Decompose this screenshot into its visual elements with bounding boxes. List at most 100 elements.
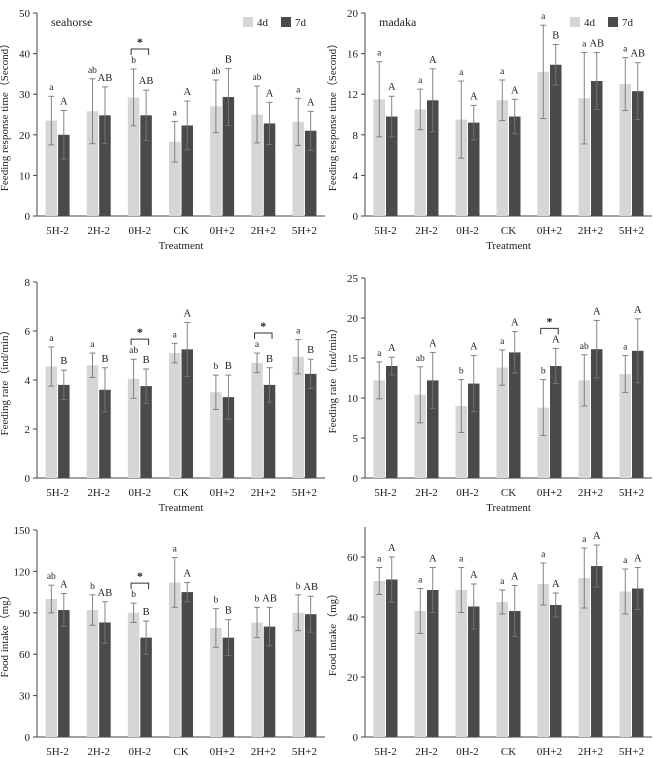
bar-7d-0H+2 — [550, 605, 562, 737]
bar-4d-2H-2 — [86, 111, 99, 216]
legend-swatch-7d — [281, 17, 291, 27]
significance-letter: a — [500, 67, 505, 77]
x-tick-label: 0H+2 — [537, 225, 562, 237]
significance-letter: ab — [580, 342, 589, 352]
bar-4d-2H+2 — [578, 380, 590, 478]
y-tick-label: 90 — [19, 608, 31, 620]
bar-7d-5H-2 — [58, 610, 70, 737]
bar-7d-5H-2 — [386, 366, 398, 478]
bar-4d-0H-2 — [455, 406, 467, 478]
y-tick-label: 4 — [353, 170, 359, 182]
significance-star: * — [547, 314, 553, 328]
bar-7d-0H-2 — [140, 386, 152, 478]
chart-panel-1: 0 10 20 30 40 50 Feeding response time（Second）… — [0, 8, 325, 252]
x-tick-label: 0H+2 — [210, 225, 235, 237]
bar-7d-0H-2 — [140, 637, 152, 737]
bar-4d-5H+2 — [292, 612, 304, 737]
y-tick-label: 2 — [25, 424, 31, 436]
significance-letter: a — [623, 343, 628, 353]
significance-letter: AB — [139, 76, 154, 87]
significance-letter: a — [500, 337, 505, 347]
x-tick-label: 0H+2 — [537, 746, 562, 758]
significance-letter: a — [582, 40, 587, 50]
x-tick-label: 2H-2 — [87, 225, 110, 237]
significance-letter: A — [183, 87, 191, 98]
chart-title: seahorse — [51, 15, 92, 29]
bar-7d-0H+2 — [550, 366, 562, 478]
y-tick-label: 150 — [14, 525, 31, 537]
bar-7d-5H+2 — [304, 130, 317, 216]
y-axis-title: Feeding rate（ind/min） — [326, 323, 339, 434]
y-tick-label: 12 — [347, 89, 358, 101]
significance-letter: b — [90, 582, 95, 592]
y-tick-label: 4 — [25, 375, 31, 387]
y-tick-label: 0 — [353, 732, 359, 744]
significance-letter: a — [49, 83, 54, 93]
significance-star: * — [137, 569, 143, 583]
significance-letter: B — [143, 355, 150, 366]
bar-7d-CK — [509, 116, 521, 216]
legend-label-4d: 4d — [257, 17, 269, 29]
x-tick-label: 0H+2 — [210, 487, 235, 499]
y-tick-label: 0 — [353, 211, 359, 223]
x-tick-label: 5H-2 — [374, 487, 397, 499]
y-tick-label: 10 — [347, 393, 359, 405]
bar-4d-0H-2 — [455, 590, 467, 737]
significance-letter: A — [552, 334, 560, 345]
bar-4d-2H+2 — [578, 98, 590, 216]
significance-letter: ab — [211, 67, 220, 77]
bar-7d-CK — [181, 125, 193, 216]
significance-bracket — [540, 327, 559, 335]
significance-letter: A — [183, 568, 191, 579]
significance-letter: A — [266, 88, 274, 99]
x-tick-label: 2H-2 — [415, 487, 438, 499]
significance-letter: AB — [98, 73, 113, 84]
significance-letter: A — [183, 308, 191, 319]
x-tick-label: 0H-2 — [456, 225, 479, 237]
bar-4d-2H+2 — [251, 622, 263, 737]
bar-7d-0H+2 — [222, 97, 235, 216]
x-axis-title: Treatment — [159, 240, 204, 252]
significance-letter: B — [225, 55, 232, 66]
bar-7d-CK — [181, 349, 193, 478]
significance-letter: A — [470, 342, 478, 353]
significance-letter: ab — [129, 346, 138, 356]
significance-letter: A — [388, 82, 396, 93]
significance-letter: B — [60, 356, 67, 367]
y-tick-label: 15 — [347, 353, 359, 365]
x-tick-label: 0H-2 — [129, 746, 152, 758]
bar-4d-0H+2 — [210, 392, 222, 478]
bar-4d-0H+2 — [210, 627, 222, 737]
significance-letter: b — [459, 367, 464, 377]
significance-letter: A — [388, 543, 396, 554]
y-tick-label: 20 — [347, 672, 359, 684]
significance-letter: A — [388, 343, 396, 354]
bar-7d-5H+2 — [304, 373, 317, 478]
x-tick-label: 5H-2 — [46, 225, 69, 237]
significance-letter: b — [296, 582, 301, 592]
bar-7d-2H+2 — [591, 81, 603, 216]
y-tick-label: 60 — [347, 552, 359, 564]
bar-7d-CK — [509, 611, 521, 737]
legend-swatch-7d — [608, 17, 618, 27]
significance-letter: A — [470, 570, 478, 581]
bar-4d-5H-2 — [45, 599, 58, 737]
bar-4d-CK — [496, 367, 508, 478]
x-tick-label: CK — [173, 746, 188, 758]
y-tick-label: 20 — [19, 130, 31, 142]
y-tick-label: 25 — [347, 273, 359, 285]
significance-letter: B — [225, 606, 232, 617]
bar-4d-2H-2 — [414, 611, 426, 737]
bar-7d-0H-2 — [468, 122, 480, 216]
y-tick-label: 8 — [353, 130, 359, 142]
significance-letter: AB — [630, 49, 645, 60]
significance-letter: A — [60, 96, 68, 107]
x-tick-label: 2H-2 — [87, 487, 110, 499]
significance-letter: a — [296, 327, 301, 337]
y-tick-label: 30 — [19, 691, 31, 703]
x-tick-label: 5H+2 — [619, 225, 644, 237]
bar-7d-2H-2 — [99, 389, 111, 478]
x-tick-label: 5H+2 — [292, 487, 317, 499]
bar-4d-5H+2 — [619, 84, 631, 216]
